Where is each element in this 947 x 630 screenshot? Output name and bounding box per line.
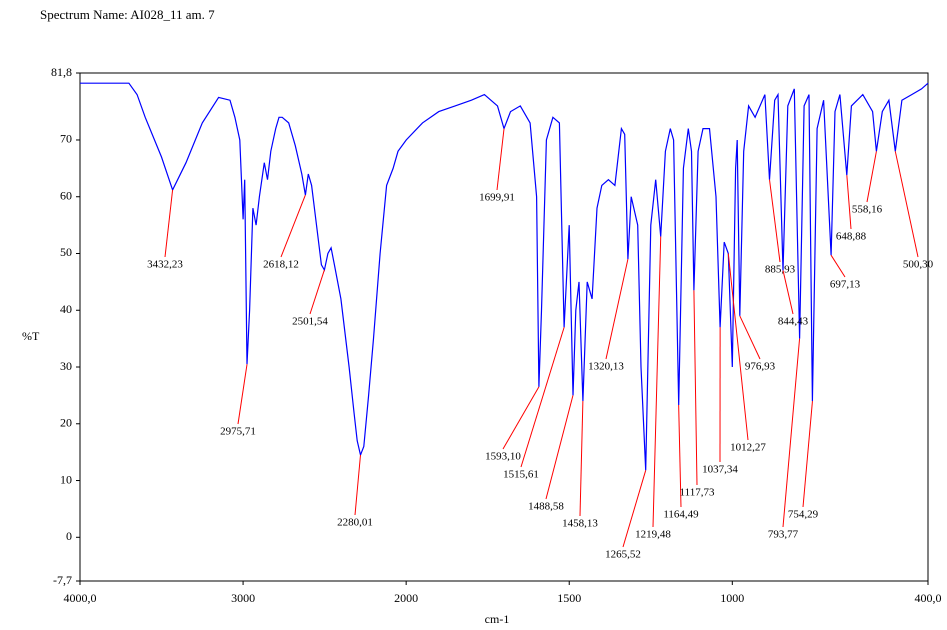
annotation-label: 2618,12 [263, 259, 299, 271]
annotation-label: 648,88 [836, 231, 867, 243]
x-tick-label: 2000 [394, 591, 418, 605]
annotation-label: 1219,48 [635, 529, 671, 541]
annotation-label: 1699,91 [479, 192, 515, 204]
annotation-label: 558,16 [852, 204, 883, 216]
annotation-label: 793,77 [768, 529, 799, 541]
y-tick-label: 70 [60, 132, 72, 146]
y-axis-label: %T [22, 329, 40, 343]
annotation-leader [579, 401, 584, 517]
annotation-label: 2975,71 [220, 426, 256, 438]
annotation-leader [739, 315, 761, 360]
annotation-leader [846, 175, 852, 230]
annotation-leader [866, 151, 877, 203]
y-tick-label: -7,7 [53, 573, 72, 587]
y-tick-label: 50 [60, 245, 72, 259]
annotation-leader [309, 269, 325, 315]
annotation-label: 2280,01 [337, 517, 373, 529]
annotation-leader [237, 364, 248, 425]
annotation-leader [693, 290, 698, 486]
x-tick-label: 1000 [720, 591, 744, 605]
y-tick-label: 40 [60, 302, 72, 316]
annotation-label: 1012,27 [730, 442, 766, 454]
annotation-label: 1515,61 [503, 469, 539, 481]
plot-frame [79, 72, 929, 582]
annotation-leader [502, 386, 540, 450]
annotation-leader [782, 338, 801, 528]
annotation-label: 500,30 [903, 259, 934, 271]
y-tick-label: 0 [66, 529, 72, 543]
annotation-label: 976,93 [745, 361, 776, 373]
x-tick-label: 3000 [231, 591, 255, 605]
annotation-leader [782, 270, 794, 315]
annotation-label: 697,13 [830, 279, 861, 291]
annotation-leader [802, 401, 813, 508]
x-tick-label: 4000,0 [64, 591, 97, 605]
annotation-label: 2501,54 [292, 316, 328, 328]
annotation-leader [769, 179, 781, 263]
annotation-leader [622, 470, 647, 548]
y-tick-label: 20 [60, 416, 72, 430]
chart-title: Spectrum Name: AI028_11 am. 7 [40, 7, 215, 22]
annotation-label: 1593,10 [485, 451, 521, 463]
annotation-leader [496, 128, 505, 191]
annotation-leader [727, 253, 749, 441]
annotation-leader [652, 236, 662, 528]
x-tick-label: 400,0 [915, 591, 942, 605]
annotation-label: 1488,58 [528, 501, 564, 513]
annotation-label: 1164,49 [663, 509, 699, 521]
annotation-label: 1265,52 [605, 549, 641, 561]
annotation-leader [164, 189, 174, 258]
annotation-leader [605, 259, 629, 360]
annotation-label: 3432,23 [147, 259, 183, 271]
annotation-label: 754,29 [788, 509, 819, 521]
annotation-label: 1037,34 [702, 464, 738, 476]
spectrum-line [80, 82, 929, 471]
x-axis-label: cm-1 [485, 612, 510, 626]
annotation-leader [678, 405, 682, 508]
y-tick-label: 60 [60, 188, 72, 202]
annotation-label: 1117,73 [680, 487, 715, 499]
y-tick-label: 10 [60, 472, 72, 486]
annotation-label: 844,43 [778, 316, 809, 328]
y-tick-label: 81,8 [51, 65, 72, 79]
annotation-leader [894, 151, 919, 258]
y-tick-label: 30 [60, 359, 72, 373]
annotation-label: 885,93 [765, 264, 796, 276]
annotation-leader [830, 254, 846, 278]
annotation-label: 1320,13 [588, 361, 624, 373]
annotation-leader [520, 327, 565, 468]
annotation-leader [280, 194, 306, 258]
annotation-leader [354, 454, 361, 516]
annotation-label: 1458,13 [562, 518, 598, 530]
annotation-leader [545, 395, 574, 500]
x-tick-label: 1500 [557, 591, 581, 605]
